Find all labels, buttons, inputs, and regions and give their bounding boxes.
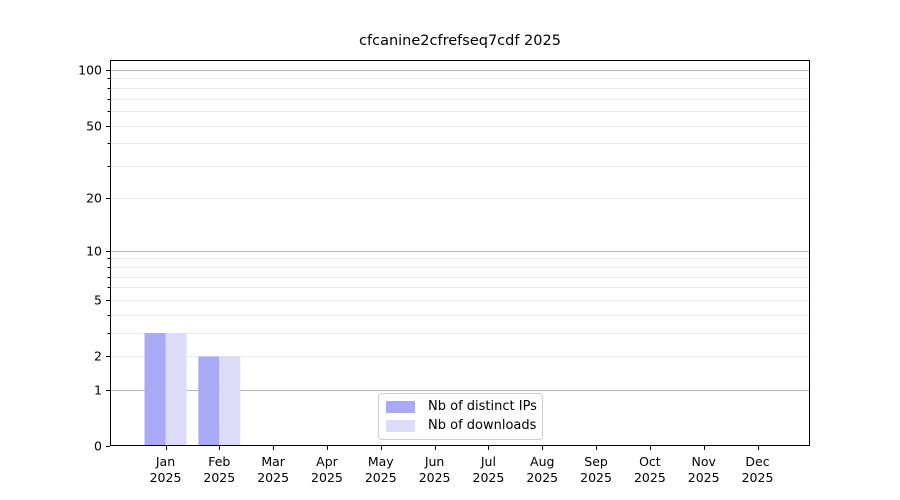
x-axis-month-label: Dec (745, 454, 769, 469)
legend-item-downloads: Nb of downloads (386, 419, 536, 433)
x-axis-year-label: 2025 (634, 470, 666, 485)
legend-label-distinct-ips: Nb of distinct IPs (428, 399, 537, 414)
x-axis-month-label: May (368, 454, 394, 469)
x-axis-month-label: Jun (424, 454, 445, 469)
x-axis-year-label: 2025 (311, 470, 343, 485)
bar-downloads (165, 333, 187, 446)
x-axis-month-label: Oct (639, 454, 661, 469)
x-axis-month-label: Jan (155, 454, 175, 469)
x-axis-month-label: Jul (480, 454, 496, 469)
x-axis-month-label: Sep (584, 454, 608, 469)
x-axis-year-label: 2025 (365, 470, 397, 485)
y-axis-tick-label: 20 (86, 191, 102, 206)
x-axis-year-label: 2025 (419, 470, 451, 485)
x-axis-month-label: Nov (691, 454, 716, 469)
plot-border (110, 60, 810, 446)
x-axis-year-label: 2025 (742, 470, 774, 485)
x-axis-year-label: 2025 (688, 470, 720, 485)
y-axis-tick-label: 5 (94, 293, 102, 308)
x-axis-year-label: 2025 (150, 470, 182, 485)
legend-label-downloads: Nb of downloads (428, 418, 537, 433)
bar-distinct-ips (144, 333, 166, 446)
x-axis-month-label: Mar (261, 454, 285, 469)
y-axis-tick-label: 1 (94, 383, 102, 398)
legend-item-distinct-ips: Nb of distinct IPs (386, 400, 537, 414)
x-axis-month-label: Feb (208, 454, 230, 469)
bar-distinct-ips (198, 356, 220, 446)
x-axis-year-label: 2025 (473, 470, 505, 485)
y-axis-tick-label: 100 (78, 63, 102, 78)
x-axis-year-label: 2025 (203, 470, 235, 485)
legend-swatch-downloads (386, 420, 415, 432)
y-axis-tick-label: 0 (94, 439, 102, 454)
y-axis-tick-label: 10 (86, 244, 102, 259)
x-axis-year-label: 2025 (526, 470, 558, 485)
y-axis-tick-label: 50 (86, 119, 102, 134)
legend-swatch-distinct-ips (386, 401, 415, 413)
x-axis-month-label: Apr (316, 454, 338, 469)
x-axis-month-label: Aug (530, 454, 554, 469)
legend: Nb of distinct IPs Nb of downloads (378, 393, 543, 440)
x-axis-year-label: 2025 (580, 470, 612, 485)
x-axis-year-label: 2025 (257, 470, 289, 485)
y-axis-tick-label: 2 (94, 349, 102, 364)
chart-title: cfcanine2cfrefseq7cdf 2025 (359, 33, 561, 49)
bar-downloads (219, 356, 241, 446)
